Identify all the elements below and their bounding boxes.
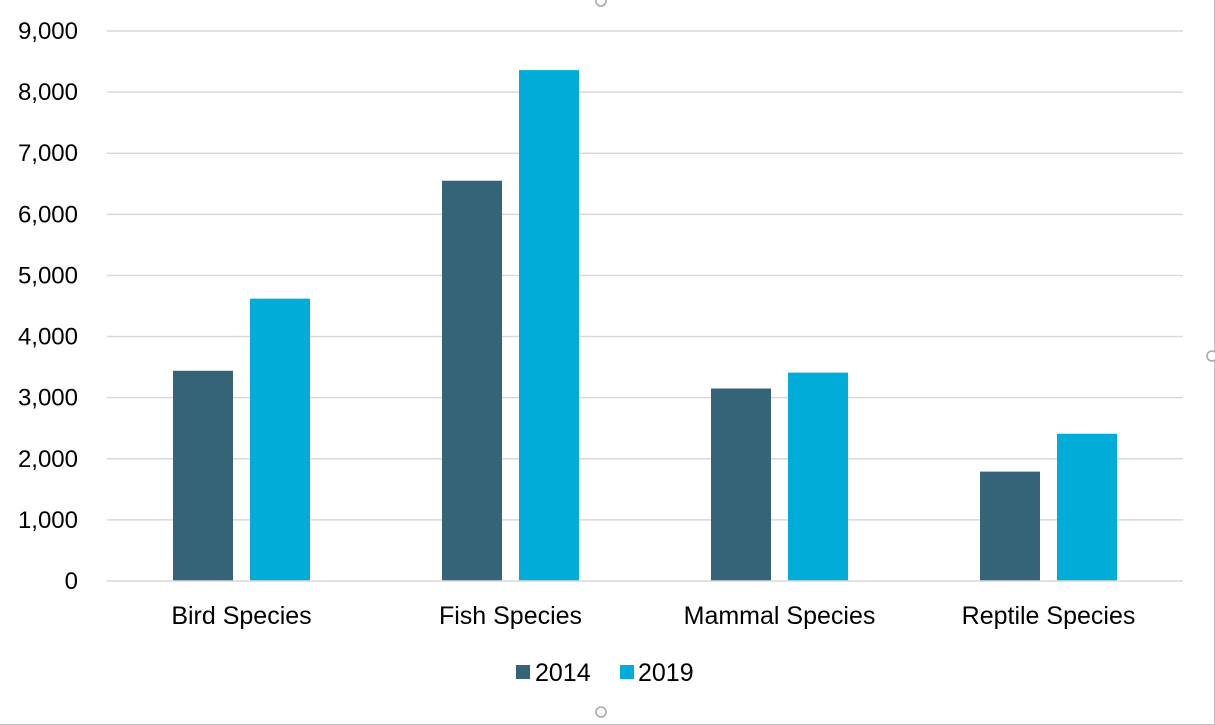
bar-2019-fish-species[interactable] xyxy=(519,70,579,581)
x-category-label: Mammal Species xyxy=(684,602,876,630)
bars xyxy=(173,70,1117,581)
y-tick-label: 8,000 xyxy=(18,79,78,106)
y-axis-tick-labels: 0 1,000 2,000 3,000 4,000 5,000 6,000 7,000 8,00… xyxy=(18,18,78,595)
x-category-label: Reptile Species xyxy=(962,602,1136,630)
y-tick-label: 6,000 xyxy=(18,201,78,228)
y-tick-label: 0 xyxy=(65,568,78,595)
bar-2019-bird-species[interactable] xyxy=(250,298,310,581)
legend-swatch-2014 xyxy=(516,665,530,679)
legend-label-2019: 2019 xyxy=(638,659,694,687)
y-tick-label: 7,000 xyxy=(18,140,78,167)
bar-2014-fish-species[interactable] xyxy=(442,180,502,581)
y-tick-label: 2,000 xyxy=(18,446,78,473)
y-tick-label: 3,000 xyxy=(18,385,78,412)
resize-handle-bottom[interactable] xyxy=(595,706,607,718)
resize-handle-top[interactable] xyxy=(595,0,607,7)
bar-2019-mammal-species[interactable] xyxy=(788,372,848,581)
bar-2014-mammal-species[interactable] xyxy=(711,388,771,582)
y-tick-label: 9,000 xyxy=(18,18,78,45)
legend: 2014 2019 xyxy=(516,659,694,687)
bar-2014-reptile-species[interactable] xyxy=(980,471,1040,581)
legend-swatch-2019 xyxy=(620,665,634,679)
x-category-label: Fish Species xyxy=(439,602,582,630)
selection-handles[interactable] xyxy=(595,0,1215,718)
y-tick-label: 5,000 xyxy=(18,262,78,289)
x-axis-category-labels: Bird Species Fish Species Mammal Species Re… xyxy=(171,602,1135,630)
y-tick-label: 1,000 xyxy=(18,507,78,534)
bar-2019-reptile-species[interactable] xyxy=(1057,433,1117,581)
resize-handle-right[interactable] xyxy=(1206,350,1215,362)
x-category-label: Bird Species xyxy=(171,602,311,630)
legend-label-2014: 2014 xyxy=(535,659,591,687)
y-tick-label: 4,000 xyxy=(18,324,78,351)
bar-2014-bird-species[interactable] xyxy=(173,370,233,581)
